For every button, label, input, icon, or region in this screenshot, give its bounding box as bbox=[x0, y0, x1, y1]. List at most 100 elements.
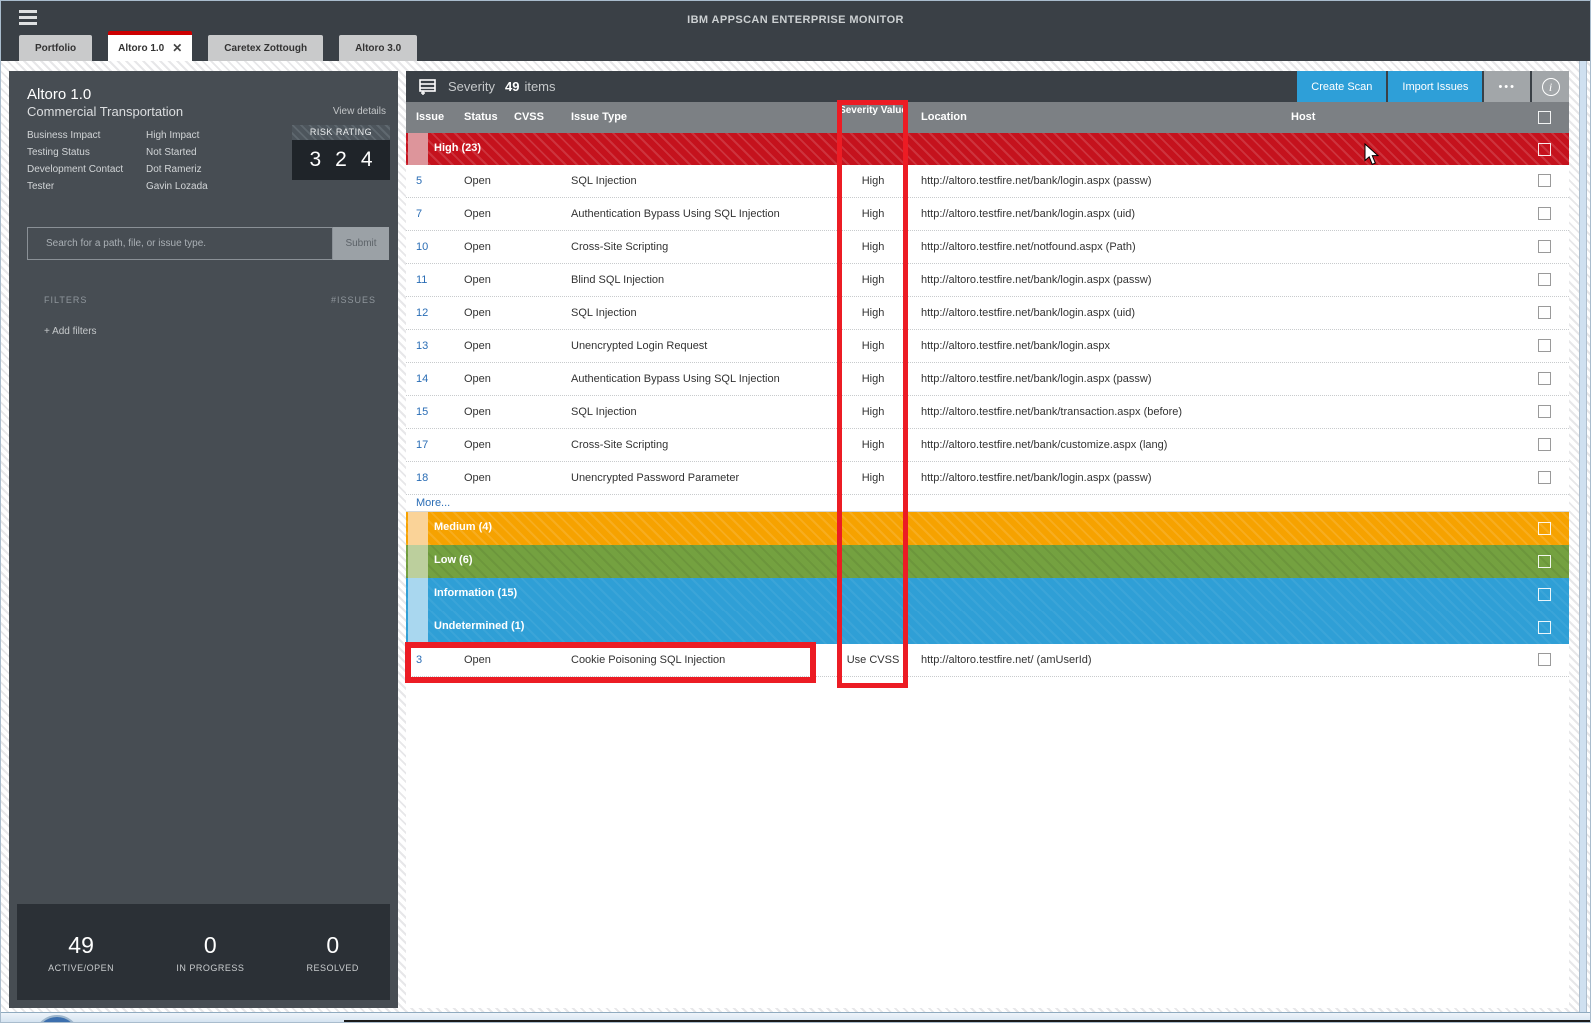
stat-active-open: 49 ACTIVE/OPEN bbox=[48, 931, 115, 973]
items-count: 49 bbox=[504, 79, 520, 94]
issue-id-link[interactable]: 7 bbox=[416, 208, 423, 220]
hamburger-menu-icon[interactable] bbox=[19, 10, 37, 26]
issue-severity-value: Use CVSS bbox=[846, 654, 900, 666]
severity-group-tint bbox=[408, 133, 428, 165]
issue-row: 5 Open SQL Injection High http://altoro.test… bbox=[406, 165, 1569, 198]
severity-group-checkbox[interactable] bbox=[1538, 621, 1551, 634]
create-scan-button[interactable]: Create Scan bbox=[1297, 71, 1387, 102]
issue-id-link[interactable]: 17 bbox=[416, 439, 429, 451]
group-by-icon bbox=[419, 78, 436, 95]
severity-group-tint bbox=[408, 512, 428, 545]
severity-group-medium[interactable]: Medium (4) bbox=[406, 512, 1569, 545]
issue-location: http://altoro.testfire.net/bank/transact… bbox=[921, 406, 1183, 418]
issue-row: 15 Open SQL Injection High http://altoro.tes… bbox=[406, 396, 1569, 429]
issue-status: Open bbox=[464, 307, 491, 319]
close-tab-icon[interactable]: ✕ bbox=[172, 41, 183, 55]
issue-checkbox[interactable] bbox=[1538, 174, 1551, 187]
add-filters-link[interactable]: + Add filters bbox=[44, 326, 97, 337]
column-cvss[interactable]: CVSS bbox=[514, 111, 544, 123]
browser-taskbar-icon[interactable] bbox=[34, 1015, 80, 1022]
severity-group-label: Medium (4) bbox=[434, 521, 493, 533]
issue-severity-value: High bbox=[861, 241, 885, 253]
severity-group-checkbox[interactable] bbox=[1538, 522, 1551, 535]
column-issue-type[interactable]: Issue Type bbox=[571, 111, 628, 123]
column-location[interactable]: Location bbox=[921, 111, 967, 123]
severity-group-undetermined[interactable]: Undetermined (1) bbox=[406, 611, 1569, 644]
issue-id-link[interactable]: 15 bbox=[416, 406, 429, 418]
import-issues-button[interactable]: Import Issues bbox=[1388, 71, 1483, 102]
view-details-link[interactable]: View details bbox=[332, 106, 386, 117]
issue-status: Open bbox=[464, 274, 491, 286]
issue-id-link[interactable]: 11 bbox=[416, 274, 428, 286]
issue-stats-panel: 49 ACTIVE/OPEN 0 IN PROGRESS 0 RESOLVED bbox=[17, 904, 390, 1000]
severity-group-low[interactable]: Low (6) bbox=[406, 545, 1569, 578]
issue-severity-value: High bbox=[861, 340, 885, 352]
column-status[interactable]: Status bbox=[464, 111, 498, 123]
severity-group-checkbox[interactable] bbox=[1538, 555, 1551, 568]
issue-checkbox[interactable] bbox=[1538, 438, 1551, 451]
issue-checkbox[interactable] bbox=[1538, 405, 1551, 418]
table-column-header: Issue Status CVSS Issue Type Severity Va… bbox=[406, 102, 1569, 133]
search-input[interactable] bbox=[27, 227, 333, 260]
more-actions-button[interactable]: ••• bbox=[1484, 71, 1530, 102]
issue-location: http://altoro.testfire.net/notfound.aspx… bbox=[921, 241, 1136, 253]
severity-group-checkbox[interactable] bbox=[1538, 588, 1551, 601]
issue-checkbox[interactable] bbox=[1538, 372, 1551, 385]
severity-group-checkbox[interactable] bbox=[1538, 143, 1551, 156]
more-link[interactable]: More... bbox=[416, 497, 451, 509]
issue-id-link[interactable]: 18 bbox=[416, 472, 429, 484]
issue-checkbox[interactable] bbox=[1538, 306, 1551, 319]
severity-group-tint bbox=[408, 578, 428, 611]
issue-location: http://altoro.testfire.net/bank/login.as… bbox=[921, 307, 1136, 319]
field-label-tester: Tester bbox=[27, 181, 55, 192]
issue-location: http://altoro.testfire.net/bank/customiz… bbox=[921, 439, 1168, 451]
search-submit-button[interactable]: Submit bbox=[333, 227, 389, 260]
items-label: items bbox=[524, 79, 556, 94]
top-bar: IBM APPSCAN ENTERPRISE MONITOR Portfolio… bbox=[1, 1, 1590, 61]
tab-caretex-zottough[interactable]: Caretex Zottough bbox=[208, 35, 324, 61]
severity-group-information[interactable]: Information (15) bbox=[406, 578, 1569, 611]
column-issue[interactable]: Issue bbox=[416, 111, 445, 123]
select-all-checkbox[interactable] bbox=[1538, 111, 1551, 124]
tab-portfolio[interactable]: Portfolio bbox=[19, 35, 93, 61]
tab-altoro-3-0[interactable]: Altoro 3.0 bbox=[339, 35, 418, 61]
risk-rating-values: 3 2 4 bbox=[292, 140, 390, 180]
field-value-development-contact: Dot Rameriz bbox=[146, 164, 202, 175]
issue-checkbox[interactable] bbox=[1538, 653, 1551, 666]
issue-id-link[interactable]: 10 bbox=[416, 241, 429, 253]
issue-id-link[interactable]: 12 bbox=[416, 307, 429, 319]
severity-group-high[interactable]: High (23) bbox=[406, 133, 1569, 165]
issues-panel: Severity 49 items Create Scan Import Iss… bbox=[406, 71, 1569, 1008]
issue-severity-value: High bbox=[861, 175, 885, 187]
issue-id-link[interactable]: 3 bbox=[416, 654, 423, 666]
issue-status: Open bbox=[464, 208, 491, 220]
issue-id-link[interactable]: 14 bbox=[416, 373, 429, 385]
sidebar-search: Submit bbox=[27, 227, 389, 260]
issue-row: 14 Open Authentication Bypass Using SQL In… bbox=[406, 363, 1569, 396]
tab-altoro-1-0[interactable]: Altoro 1.0 ✕ bbox=[108, 31, 193, 61]
issue-type: Blind SQL Injection bbox=[571, 274, 665, 286]
issue-row: 13 Open Unencrypted Login Request High http:… bbox=[406, 330, 1569, 363]
issue-checkbox[interactable] bbox=[1538, 471, 1551, 484]
field-label-testing-status: Testing Status bbox=[27, 147, 90, 158]
issue-checkbox[interactable] bbox=[1538, 273, 1551, 286]
field-value-business-impact: High Impact bbox=[146, 130, 200, 141]
field-label-business-impact: Business Impact bbox=[27, 130, 101, 141]
column-severity-value[interactable]: Severity Value bbox=[839, 105, 907, 116]
issue-checkbox[interactable] bbox=[1538, 240, 1551, 253]
column-host[interactable]: Host bbox=[1291, 111, 1316, 123]
issue-type: Authentication Bypass Using SQL Injectio… bbox=[571, 373, 780, 385]
window-edge-strip bbox=[1579, 61, 1587, 1012]
more-row: More... bbox=[406, 495, 1569, 512]
issue-id-link[interactable]: 5 bbox=[416, 175, 423, 187]
issue-status: Open bbox=[464, 340, 491, 352]
issue-checkbox[interactable] bbox=[1538, 207, 1551, 220]
issue-row: 11 Open Blind SQL Injection High http://alto… bbox=[406, 264, 1569, 297]
application-category: Commercial Transportation bbox=[27, 104, 184, 119]
issue-id-link[interactable]: 13 bbox=[416, 340, 429, 352]
issue-type: SQL Injection bbox=[571, 175, 637, 187]
info-button[interactable]: i bbox=[1532, 71, 1569, 102]
issue-checkbox[interactable] bbox=[1538, 339, 1551, 352]
issue-location: http://altoro.testfire.net/bank/login.as… bbox=[921, 208, 1136, 220]
taskbar-item bbox=[344, 1020, 1590, 1022]
